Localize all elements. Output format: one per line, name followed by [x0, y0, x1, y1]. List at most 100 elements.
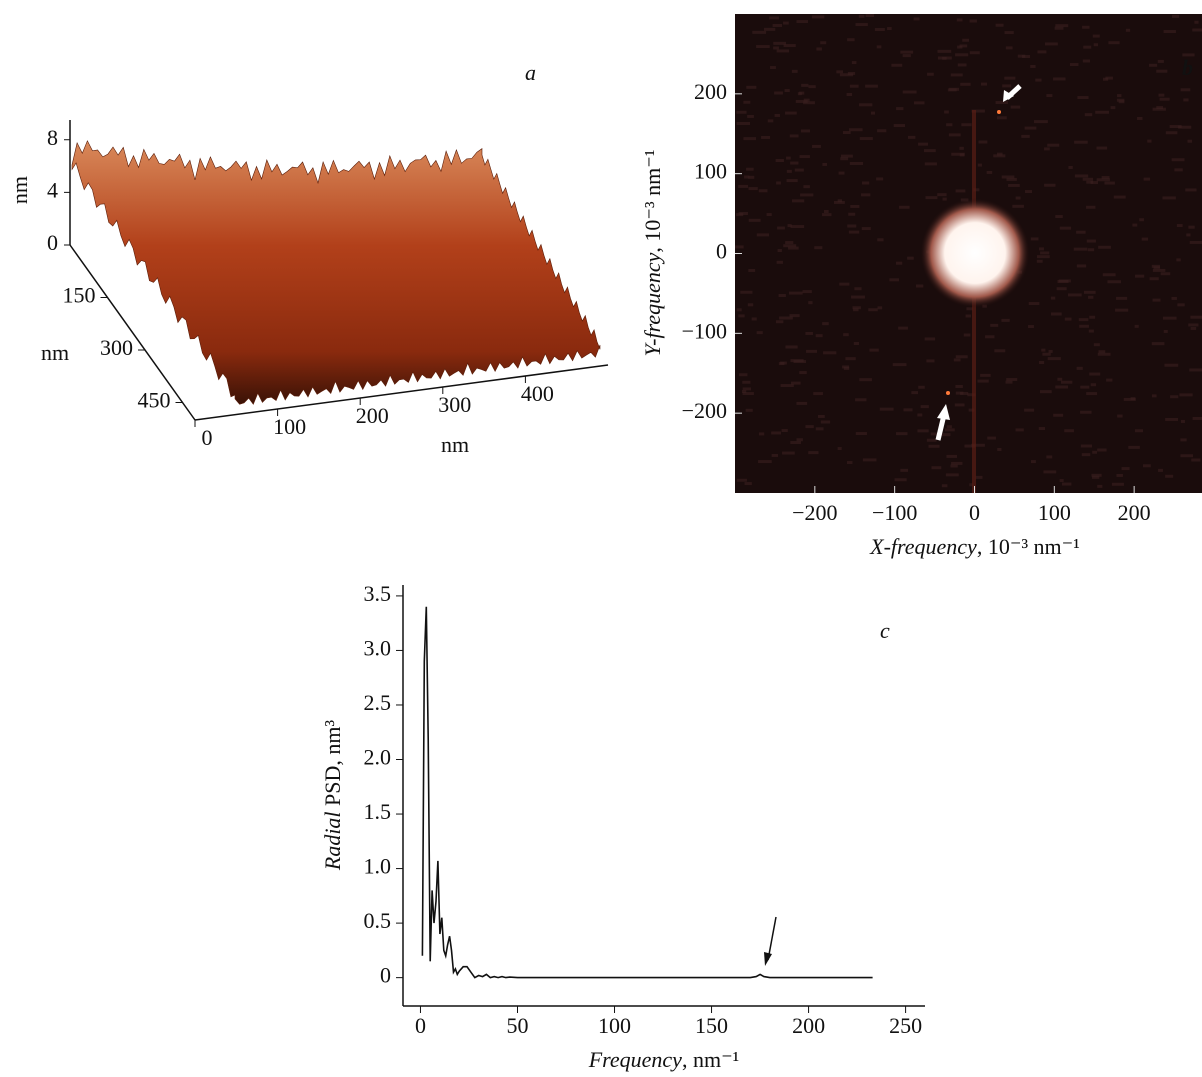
noise-pixel	[778, 294, 786, 298]
z-axis-label: nm	[7, 176, 32, 204]
noise-pixel	[848, 230, 860, 234]
noise-pixel	[1092, 475, 1100, 479]
noise-pixel	[1180, 88, 1191, 92]
noise-pixel	[1159, 97, 1170, 101]
noise-pixel	[756, 331, 763, 335]
noise-pixel	[1095, 110, 1109, 114]
noise-pixel	[955, 384, 963, 388]
noise-pixel	[1115, 308, 1129, 312]
noise-pixel	[911, 391, 919, 395]
noise-pixel	[1125, 28, 1131, 32]
noise-pixel	[1060, 380, 1073, 384]
noise-pixel	[1050, 296, 1056, 300]
noise-pixel	[1080, 410, 1092, 414]
noise-pixel	[1104, 181, 1115, 185]
noise-pixel	[836, 70, 844, 74]
noise-pixel	[937, 193, 947, 197]
noise-pixel	[796, 401, 808, 405]
panel-label: c	[880, 618, 890, 643]
noise-pixel	[876, 177, 884, 181]
noise-pixel	[1151, 342, 1165, 346]
noise-pixel	[948, 133, 961, 137]
noise-pixel	[766, 213, 772, 217]
noise-pixel	[776, 181, 781, 185]
noise-pixel	[776, 49, 790, 53]
noise-pixel	[803, 101, 815, 105]
noise-pixel	[1163, 30, 1176, 34]
noise-pixel	[996, 152, 1003, 156]
noise-pixel	[957, 45, 963, 49]
noise-pixel	[977, 163, 982, 167]
noise-pixel	[816, 47, 822, 51]
noise-pixel	[1092, 450, 1098, 454]
noise-pixel	[803, 98, 810, 102]
noise-pixel	[748, 268, 756, 272]
noise-pixel	[1079, 324, 1089, 328]
noise-pixel	[963, 333, 971, 337]
y-axis-label-italic: Radial	[320, 811, 345, 871]
noise-pixel	[946, 425, 952, 429]
noise-pixel	[1083, 45, 1092, 49]
noise-pixel	[796, 20, 808, 24]
noise-pixel	[839, 282, 850, 286]
x-tick-label: 200	[1118, 500, 1151, 525]
noise-pixel	[822, 322, 829, 326]
z-tick-label: 8	[47, 125, 58, 150]
x-tick-label: 250	[889, 1013, 922, 1038]
noise-pixel	[1186, 233, 1191, 237]
noise-pixel	[917, 413, 923, 417]
noise-pixel	[1176, 224, 1183, 228]
noise-pixel	[1178, 125, 1192, 129]
noise-pixel	[746, 167, 754, 171]
noise-pixel	[1189, 368, 1202, 372]
x-tick-label: 100	[1038, 500, 1071, 525]
noise-pixel	[1050, 312, 1062, 316]
noise-pixel	[781, 429, 788, 433]
noise-pixel	[1012, 204, 1024, 208]
noise-pixel	[1037, 50, 1047, 54]
noise-pixel	[782, 451, 795, 455]
noise-pixel	[907, 135, 916, 139]
noise-pixel	[1180, 419, 1185, 423]
noise-pixel	[815, 427, 824, 431]
noise-pixel	[780, 361, 787, 365]
noise-pixel	[808, 451, 819, 455]
noise-pixel	[744, 175, 750, 179]
noise-pixel	[1055, 385, 1069, 389]
noise-pixel	[1093, 43, 1099, 47]
noise-pixel	[1042, 352, 1051, 356]
x-axis-label-rest: , nm⁻¹	[682, 1047, 739, 1072]
center-glow	[920, 198, 1030, 308]
y-tick-label: 2.0	[364, 745, 392, 770]
noise-pixel	[1064, 429, 1074, 433]
noise-pixel	[1149, 63, 1158, 67]
noise-pixel	[877, 238, 884, 242]
noise-pixel	[924, 162, 937, 166]
noise-pixel	[743, 100, 751, 104]
noise-pixel	[990, 323, 999, 327]
y-tick-label: 0	[380, 963, 391, 988]
noise-pixel	[1030, 64, 1036, 68]
noise-pixel	[868, 308, 878, 312]
noise-pixel	[862, 181, 870, 185]
noise-pixel	[1068, 293, 1082, 297]
noise-pixel	[776, 260, 783, 264]
noise-pixel	[869, 348, 879, 352]
noise-pixel	[971, 443, 985, 447]
noise-pixel	[1053, 413, 1064, 417]
noise-pixel	[791, 69, 798, 73]
noise-pixel	[915, 284, 924, 288]
noise-pixel	[822, 213, 832, 217]
noise-pixel	[789, 291, 803, 295]
noise-pixel	[965, 314, 972, 318]
noise-pixel	[1040, 251, 1050, 255]
noise-pixel	[920, 405, 929, 409]
noise-pixel	[751, 317, 757, 321]
chart-layer: 0 4 8 150 300 450 0 100 200 300 400 nm nm nm a −200 −100…	[7, 55, 1193, 1072]
noise-pixel	[961, 123, 972, 127]
noise-pixel	[859, 378, 872, 382]
noise-pixel	[786, 169, 792, 173]
noise-pixel	[1074, 174, 1089, 178]
noise-pixel	[859, 103, 873, 107]
noise-pixel	[942, 197, 947, 201]
